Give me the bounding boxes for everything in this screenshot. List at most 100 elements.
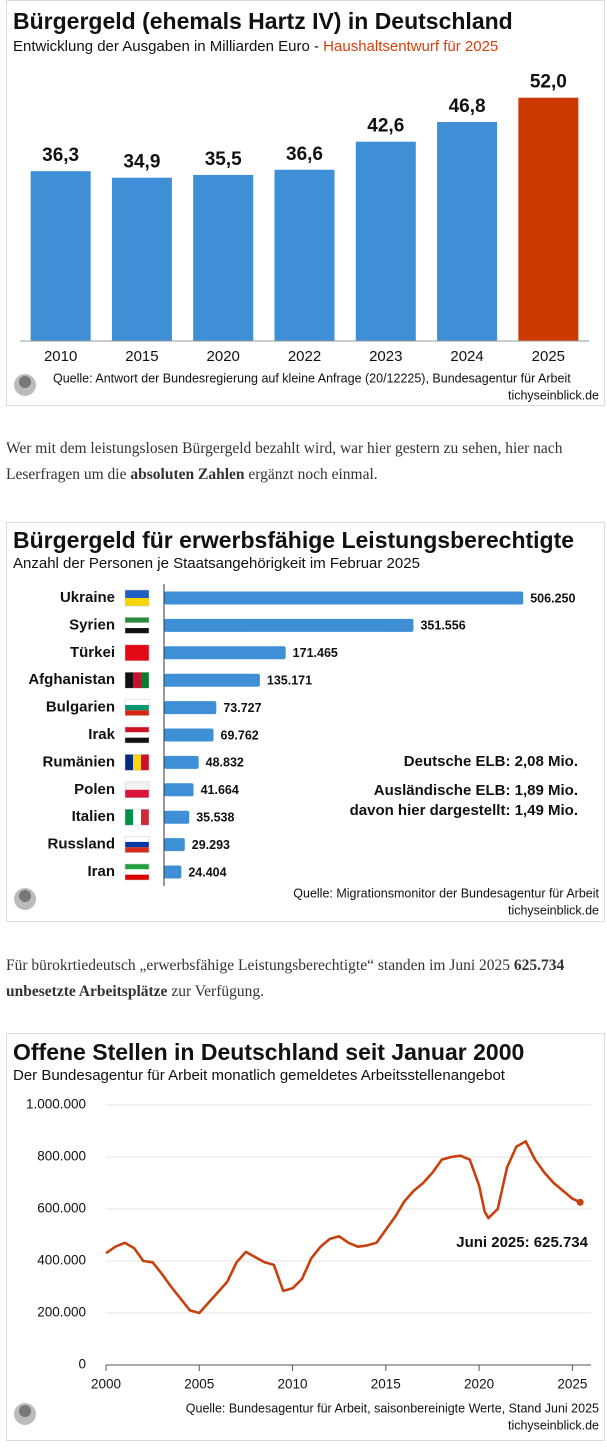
x-tick-label: 2020: [207, 348, 240, 365]
value-label: 73.727: [223, 701, 261, 715]
chart-title: Bürgergeld (ehemals Hartz IV) in Deutsch…: [13, 8, 513, 34]
flag-border: [124, 617, 150, 634]
flag: [125, 847, 149, 853]
annotation: Ausländische ELB: 1,89 Mio.: [374, 782, 578, 799]
value-label: 46,8: [449, 96, 486, 117]
flag: [133, 672, 141, 689]
x-tick-label: 2000: [91, 1377, 121, 1392]
text: zur Verfügung.: [167, 983, 265, 1000]
value-label: 34,9: [123, 152, 160, 173]
flag-border: [124, 781, 150, 799]
flag-border: [124, 808, 150, 826]
flag-border: [124, 699, 150, 716]
x-tick-label: 2005: [184, 1377, 214, 1392]
value-label: 35.538: [196, 810, 234, 824]
bar: [164, 755, 199, 769]
value-label: 135.171: [267, 673, 312, 687]
flag: [125, 672, 133, 689]
y-tick-label: Iran: [87, 863, 115, 880]
chart-subtitle: Der Bundesagentur für Arbeit monatlich g…: [13, 1067, 506, 1084]
flag-border: [124, 754, 150, 771]
chart-panel: Offene Stellen in Deutschland seit Janua…: [6, 1033, 605, 1441]
flag: [125, 628, 149, 634]
annotation: Deutsche ELB: 2,08 Mio.: [404, 753, 578, 770]
flag: [125, 869, 149, 875]
value-label: 35,5: [205, 149, 242, 170]
chart: Bürgergeld für erwerbsfähige Leistungsbe…: [13, 527, 600, 917]
x-tick-label: 2022: [288, 348, 321, 365]
y-tick-label: 1.000.000: [26, 1097, 86, 1112]
subtitle-highlight: Haushaltsentwurf für 2025: [323, 38, 498, 55]
flag-border: [124, 644, 150, 662]
site: tichyseinblick.de: [508, 903, 599, 917]
flag: [125, 789, 149, 798]
y-tick-label: Syrien: [69, 616, 115, 633]
y-tick-label: 400.000: [37, 1253, 86, 1268]
y-tick-label: Italien: [72, 808, 115, 825]
flag: [125, 704, 149, 711]
flag: [125, 874, 149, 880]
bold-text: absoluten Zahlen: [130, 466, 245, 483]
flag: [141, 809, 149, 826]
x-tick-label: 2023: [369, 348, 402, 365]
flag: [141, 672, 149, 689]
bar: [164, 701, 217, 715]
bar: [164, 783, 194, 797]
line: [105, 1140, 581, 1315]
flag: [125, 864, 149, 870]
x-tick-label: 2010: [44, 348, 77, 365]
bar: [164, 838, 185, 852]
flag: [125, 781, 149, 790]
y-tick-label: Irak: [88, 726, 115, 743]
chart-title: Bürgergeld für erwerbsfähige Leistungsbe…: [13, 527, 574, 553]
value-label: 42,6: [367, 116, 404, 137]
chart: Bürgergeld (ehemals Hartz IV) in Deutsch…: [13, 8, 599, 402]
flag: [125, 727, 149, 733]
chart-subtitle: Entwicklung der Ausgaben in Milliarden E…: [13, 38, 498, 55]
bold-text: 625.734 unbesetzte Arbeitsplätze: [6, 957, 565, 1000]
value-label: 41.664: [201, 783, 239, 797]
flag: [125, 732, 149, 738]
bar: [164, 618, 414, 632]
bar: [164, 865, 182, 879]
flag: [125, 590, 149, 598]
y-tick-label: Rumänien: [42, 753, 115, 770]
bar: [30, 171, 91, 341]
value-label: 36,3: [42, 145, 79, 166]
chart-panel: Bürgergeld (ehemals Hartz IV) in Deutsch…: [6, 0, 605, 406]
value-label: 29.293: [192, 838, 230, 852]
y-tick-label: Afghanistan: [28, 671, 115, 688]
flag: [125, 737, 149, 743]
value-label: 351.556: [420, 619, 465, 633]
flag: [125, 598, 149, 606]
x-tick-label: 2010: [278, 1377, 308, 1392]
bar: [164, 646, 286, 660]
flag: [125, 809, 133, 826]
bar: [355, 141, 416, 341]
bar: [164, 810, 190, 824]
source: Quelle: Migrationsmonitor der Bundesagen…: [293, 886, 599, 900]
y-tick-label: 0: [78, 1357, 86, 1372]
x-tick-label: 2015: [125, 348, 158, 365]
flag: [141, 754, 149, 771]
subtitle: Entwicklung der Ausgaben in Milliarden E…: [13, 38, 319, 55]
y-tick-label: 600.000: [37, 1201, 86, 1216]
y-tick-label: Polen: [74, 781, 115, 798]
chart-panel: Bürgergeld für erwerbsfähige Leistungsbe…: [6, 522, 605, 922]
y-tick-label: Bulgarien: [46, 699, 115, 716]
flag-border: [124, 836, 150, 853]
paragraph: Wer mit dem leistungslosen Bürgergeld be…: [6, 436, 601, 488]
text: ergänzt noch einmal.: [244, 466, 378, 483]
paragraph: Für bürokrtiedeutsch „erwerbsfähige Leis…: [6, 953, 601, 1005]
bar: [164, 728, 214, 742]
bar: [164, 673, 260, 687]
flag-border: [124, 671, 150, 689]
y-tick-label: 800.000: [37, 1149, 86, 1164]
value-label: 69.762: [221, 728, 259, 742]
logo: [14, 1403, 36, 1425]
bar: [437, 122, 498, 342]
flag-border: [124, 863, 150, 881]
site: tichyseinblick.de: [508, 1418, 599, 1432]
y-tick-label: Türkei: [70, 644, 115, 661]
